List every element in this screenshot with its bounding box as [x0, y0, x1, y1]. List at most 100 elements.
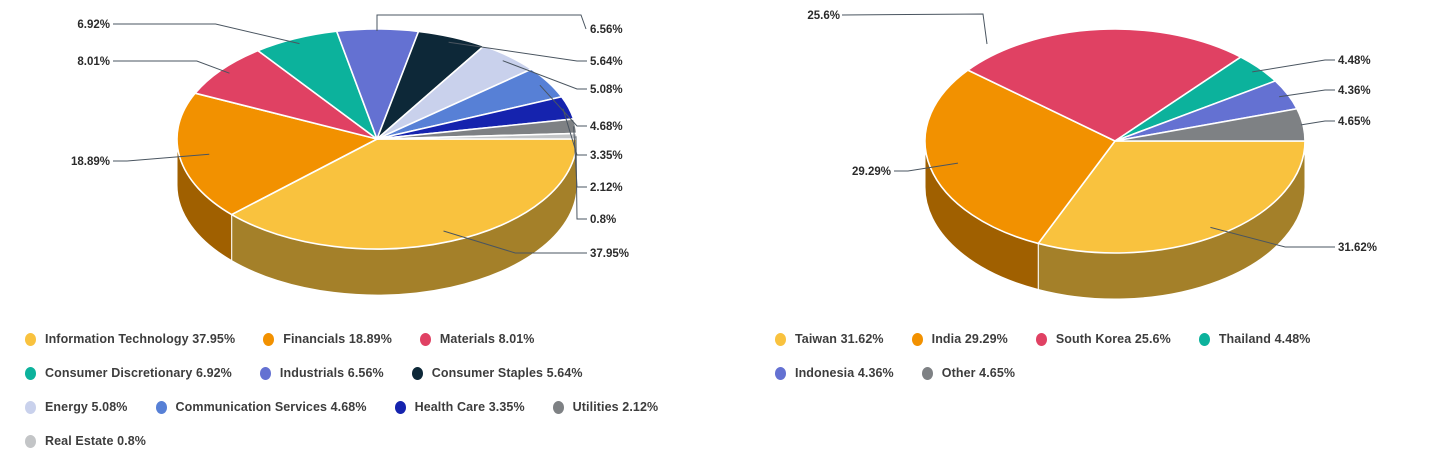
slice-percentage-label: 5.08% [590, 84, 623, 96]
slice-connector-line [376, 14, 587, 31]
slice-connector-line [562, 108, 587, 156]
legend-label: Financials 18.89% [283, 332, 392, 346]
legend-label: Consumer Staples 5.64% [431, 366, 583, 380]
legend-label: Indonesia 4.36% [795, 366, 894, 380]
legend-item-indonesia[interactable]: Indonesia 4.36% [775, 366, 894, 380]
slice-percentage-label: 31.62% [1338, 242, 1377, 254]
slice-percentage-label: 4.48% [1338, 55, 1371, 67]
legend-label: Thailand 4.48% [1218, 332, 1311, 346]
legend-marker-icon [25, 332, 36, 346]
slice-connector-line [1301, 120, 1335, 126]
legend-item-real-estate[interactable]: Real Estate 0.8% [25, 434, 146, 448]
legend-marker-icon [775, 332, 786, 346]
legend-row: Energy 5.08% Communication Services 4.68%… [25, 390, 658, 424]
slice-connector-line [539, 84, 587, 127]
legend-label: Health Care 3.35% [414, 400, 525, 414]
legend-item-taiwan[interactable]: Taiwan 31.62% [775, 332, 884, 346]
legend-label: Utilities 2.12% [572, 400, 659, 414]
legend-marker-icon [155, 400, 167, 414]
legend-marker-icon [25, 434, 36, 448]
slice-connector-line [1279, 89, 1335, 98]
legend-marker-icon [25, 366, 36, 380]
slice-percentage-label: 6.56% [590, 24, 623, 36]
pie-slice-taiwan[interactable] [1037, 140, 1306, 254]
slice-percentage-label: 4.65% [1338, 116, 1371, 128]
legend-marker-icon [419, 332, 431, 346]
slice-percentage-label: 5.64% [590, 56, 623, 68]
legend-marker-icon [552, 400, 564, 414]
legend-marker-icon [411, 366, 423, 380]
pie-slice-information-technology[interactable] [230, 138, 578, 250]
country-legend: Taiwan 31.62% India 29.29% South Korea 25.… [775, 322, 1311, 390]
legend-label: Consumer Discretionary 6.92% [45, 366, 232, 380]
legend-marker-icon [921, 366, 933, 380]
legend-label: Materials 8.01% [439, 332, 535, 346]
slice-percentage-label: 18.89% [71, 156, 110, 168]
legend-item-india[interactable]: India 29.29% [911, 332, 1008, 346]
slice-connector-line [1252, 59, 1335, 73]
legend-item-industrials[interactable]: Industrials 6.56% [259, 366, 384, 380]
sector-allocation-pie-chart: 37.95% 18.89% 8.01% 6.92% 6.56% 5.64% 5.08% 4.6… [71, 14, 629, 296]
slice-connector-line [443, 230, 587, 254]
pie-slice-real-estate[interactable] [376, 132, 578, 140]
legend-row: Indonesia 4.36% Other 4.65% [775, 356, 1311, 390]
legend-item-other[interactable]: Other 4.65% [921, 366, 1016, 380]
slice-percentage-label: 6.92% [77, 19, 110, 31]
legend-row: Information Technology 37.95% Financials … [25, 322, 658, 356]
slice-percentage-label: 25.6% [807, 10, 840, 22]
slice-percentage-label: 37.95% [590, 248, 629, 260]
legend-label: Industrials 6.56% [279, 366, 384, 380]
legend-label: Communication Services 4.68% [175, 400, 367, 414]
legend-marker-icon [263, 332, 275, 346]
legend-marker-icon [775, 366, 786, 380]
legend-marker-icon [25, 400, 36, 414]
slice-percentage-label: 3.35% [590, 150, 623, 162]
slice-connector-line [502, 60, 587, 90]
country-allocation-pie-chart: 31.62% 29.29% 25.6% 4.48% 4.36% 4.65% [807, 10, 1377, 300]
slice-percentage-label: 2.12% [590, 182, 623, 194]
legend-label: Other 4.65% [941, 366, 1016, 380]
legend-label: India 29.29% [931, 332, 1008, 346]
legend-item-information-technology[interactable]: Information Technology 37.95% [25, 332, 235, 346]
legend-marker-icon [394, 400, 406, 414]
legend-row: Taiwan 31.62% India 29.29% South Korea 25.… [775, 322, 1311, 356]
legend-row: Real Estate 0.8% [25, 424, 658, 458]
legend-label: Taiwan 31.62% [795, 332, 884, 346]
legend-label: South Korea 25.6% [1055, 332, 1171, 346]
legend-item-thailand[interactable]: Thailand 4.48% [1198, 332, 1311, 346]
pie-slice-south-korea[interactable] [967, 28, 1242, 142]
legend-item-south-korea[interactable]: South Korea 25.6% [1035, 332, 1171, 346]
slice-percentage-label: 4.68% [590, 121, 623, 133]
legend-item-consumer-discretionary[interactable]: Consumer Discretionary 6.92% [25, 366, 232, 380]
legend-item-health-care[interactable]: Health Care 3.35% [394, 400, 525, 414]
legend-label: Real Estate 0.8% [45, 434, 146, 448]
slice-connector-line [448, 41, 587, 62]
legend-item-materials[interactable]: Materials 8.01% [419, 332, 535, 346]
pie-slice-materials[interactable] [194, 49, 378, 140]
legend-item-consumer-staples[interactable]: Consumer Staples 5.64% [411, 366, 583, 380]
slice-connector-line [894, 162, 959, 172]
legend-item-utilities[interactable]: Utilities 2.12% [552, 400, 659, 414]
slice-percentage-label: 29.29% [852, 166, 891, 178]
legend-marker-icon [911, 332, 923, 346]
legend-row: Consumer Discretionary 6.92% Industrials … [25, 356, 658, 390]
slice-percentage-label: 8.01% [77, 56, 110, 68]
slice-connector-line [113, 60, 230, 74]
legend-marker-icon [1198, 332, 1210, 346]
legend-label: Information Technology 37.95% [45, 332, 236, 346]
slice-connector-line [575, 136, 587, 220]
legend-label: Energy 5.08% [45, 400, 128, 414]
slice-percentage-label: 4.36% [1338, 85, 1371, 97]
legend-marker-icon [1035, 332, 1047, 346]
slice-connector-line [113, 153, 210, 162]
legend-marker-icon [259, 366, 271, 380]
legend-item-financials[interactable]: Financials 18.89% [263, 332, 392, 346]
slice-connector-line [1210, 226, 1335, 248]
slice-connector-line [841, 13, 988, 45]
slice-connector-line [113, 23, 300, 45]
legend-item-communication-services[interactable]: Communication Services 4.68% [155, 400, 367, 414]
slice-percentage-label: 0.8% [590, 214, 616, 226]
sector-legend: Information Technology 37.95% Financials … [25, 322, 658, 458]
legend-item-energy[interactable]: Energy 5.08% [25, 400, 128, 414]
